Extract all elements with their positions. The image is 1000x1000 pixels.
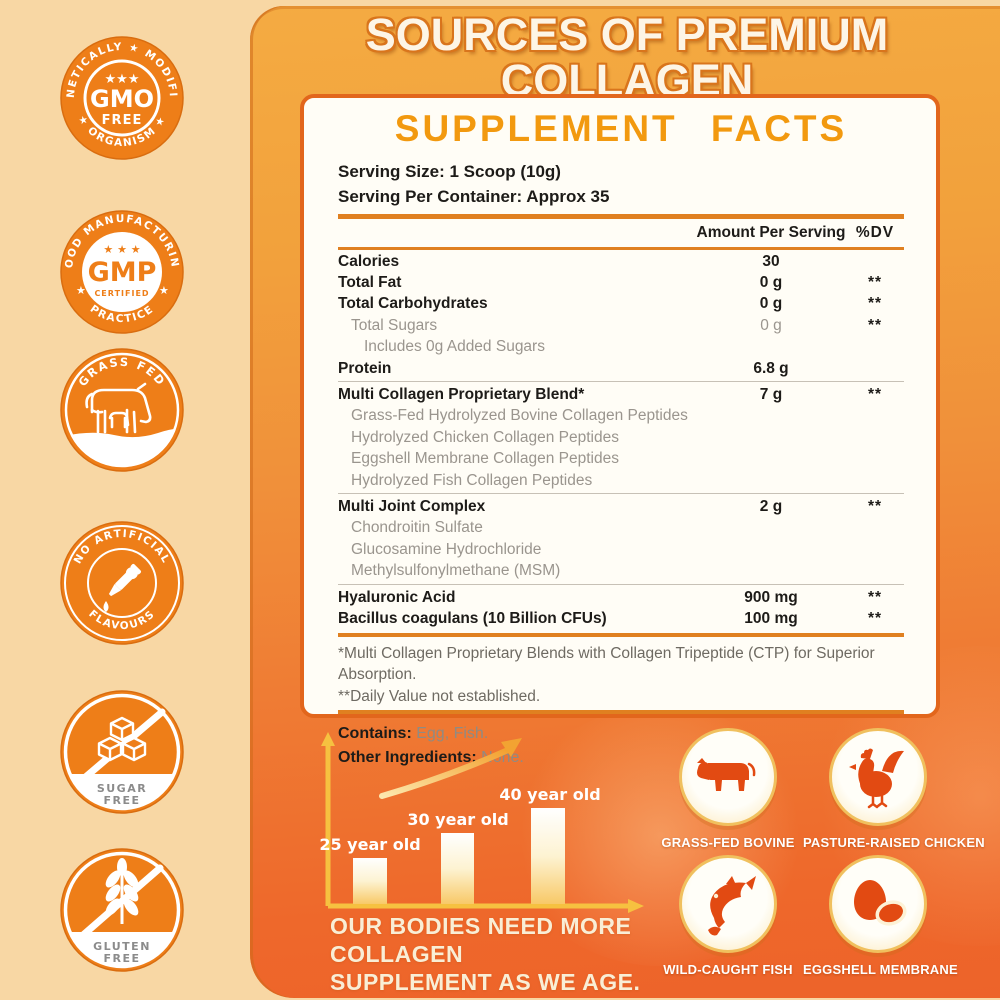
- cow-icon: [697, 758, 756, 791]
- svg-text:SUGAR: SUGAR: [97, 782, 147, 795]
- source-label: WILD-CAUGHT FISH: [663, 962, 793, 977]
- eggs-icon: [854, 880, 907, 926]
- divider: [338, 710, 904, 715]
- svg-text:FREE: FREE: [102, 113, 143, 128]
- svg-text:GMO: GMO: [90, 85, 154, 113]
- svg-text:GMP: GMP: [88, 257, 157, 288]
- svg-text:GLUTEN: GLUTEN: [93, 940, 151, 953]
- y-axis-arrow: [321, 732, 335, 746]
- source-label: GRASS-FED BOVINE: [661, 835, 795, 850]
- chart-bar-40: [531, 808, 565, 904]
- gluten-free-badge: GLUTEN FREE: [60, 848, 184, 972]
- divider: [338, 632, 904, 637]
- supplement-facts-panel: SUPPLEMENT FACTS Serving Size: 1 Scoop (…: [300, 94, 940, 766]
- gmp-certified-badge: GOOD MANUFACTURING PRACTICE ★ ★ ★ ★ ★ GM…: [60, 210, 184, 334]
- bar-label-30: 30 year old: [407, 810, 508, 829]
- bar-label-25: 25 year old: [319, 835, 420, 854]
- serving-size: Serving Size: 1 Scoop (10g): [338, 162, 561, 181]
- chart-caption: OUR BODIES NEED MORE COLLAGEN SUPPLEMENT…: [330, 913, 641, 996]
- svg-text:FREE: FREE: [103, 952, 140, 965]
- grass-fed-cow-icon: GRASS FED: [60, 348, 184, 472]
- footnotes: *Multi Collagen Proprietary Blends with …: [338, 640, 904, 708]
- facts-row-bovine-peptides: Grass-Fed Hydrolyzed Bovine Collagen Pep…: [351, 407, 688, 425]
- divider: [338, 493, 904, 495]
- facts-table-header: Amount Per Serving %DV: [338, 221, 904, 245]
- svg-text:★★★: ★★★: [105, 72, 140, 87]
- source-pasture-raised-chicken: PASTURE-RAISED CHICKEN: [803, 728, 985, 850]
- sugar-cubes-icon: SUGAR FREE: [60, 690, 184, 814]
- chart-bar-30: [441, 833, 474, 904]
- facts-row-chondroitin: Chondroitin Sulfate: [351, 519, 483, 537]
- fish-icon: [708, 876, 756, 936]
- facts-row-multi-joint-complex: Multi Joint Complex 2 g **: [338, 497, 883, 515]
- bar-label-40: 40 year old: [499, 785, 600, 804]
- svg-text:CERTIFIED: CERTIFIED: [94, 289, 149, 298]
- facts-row-eggshell-peptides: Eggshell Membrane Collagen Peptides: [351, 450, 619, 468]
- other-ingredients-line: Other Ingredients: None.: [338, 749, 524, 767]
- facts-row-total-carbohydrates: Total Carbohydrates 0 g **: [338, 295, 883, 313]
- dropper-icon: NO ARTIFICIAL FLAVOURS: [60, 521, 184, 645]
- chart-bar-25: [353, 858, 387, 904]
- dv-header: %DV: [855, 224, 895, 241]
- source-wild-caught-fish: WILD-CAUGHT FISH: [653, 855, 803, 977]
- gmp-certified-icon: GOOD MANUFACTURING PRACTICE ★ ★ ★ ★ ★ GM…: [60, 210, 184, 334]
- facts-row-fish-peptides: Hydrolyzed Fish Collagen Peptides: [351, 471, 593, 489]
- svg-text:★: ★: [76, 284, 86, 297]
- source-label: PASTURE-RAISED CHICKEN: [803, 835, 985, 850]
- facts-row-multi-collagen-blend: Multi Collagen Proprietary Blend* 7 g **: [338, 386, 883, 404]
- serving-per-container: Serving Per Container: Approx 35: [338, 187, 610, 206]
- facts-row-hyaluronic-acid: Hyaluronic Acid 900 mg **: [338, 588, 883, 606]
- facts-row-chicken-peptides: Hydrolyzed Chicken Collagen Peptides: [351, 428, 619, 446]
- sugar-free-badge: SUGAR FREE: [60, 690, 184, 814]
- facts-row-protein: Protein 6.8 g: [338, 359, 789, 377]
- amount-per-serving-header: Amount Per Serving: [696, 224, 846, 241]
- facts-row-total-sugars: Total Sugars 0 g **: [351, 316, 883, 334]
- divider: [338, 381, 904, 383]
- facts-row-glucosamine: Glucosamine Hydrochloride: [351, 540, 542, 558]
- svg-text:FREE: FREE: [103, 794, 140, 807]
- contains-line: Contains: Egg, Fish.: [338, 725, 489, 743]
- facts-row-msm: Methylsulfonylmethane (MSM): [351, 562, 561, 580]
- age-collagen-chart: 25 year old 30 year old 40 year old: [319, 732, 644, 913]
- svg-text:★: ★: [159, 284, 169, 297]
- facts-row-added-sugars: Includes 0g Added Sugars: [364, 338, 545, 356]
- divider: [338, 247, 904, 250]
- facts-title: SUPPLEMENT FACTS: [394, 108, 848, 149]
- divider: [338, 583, 904, 585]
- facts-row-total-fat: Total Fat 0 g **: [338, 274, 883, 292]
- grass-fed-badge: GRASS FED: [60, 348, 184, 472]
- source-grass-fed-bovine: GRASS-FED BOVINE: [653, 728, 803, 850]
- trend-arrow: [379, 747, 511, 799]
- hen-icon: [849, 748, 904, 809]
- facts-row-bacillus-coagulans: Bacillus coagulans (10 Billion CFUs) 100 …: [338, 609, 883, 627]
- wheat-icon: GLUTEN FREE: [60, 848, 184, 972]
- divider: [338, 214, 904, 219]
- header-title-line1: SOURCES OF PREMIUM COLLAGEN: [365, 9, 889, 106]
- source-label: EGGSHELL MEMBRANE: [803, 962, 958, 977]
- gmo-free-icon: GENETICALLY ★ MODIFIED ★ ORGANISM ★ ★★★ …: [60, 36, 184, 160]
- no-artificial-flavours-badge: NO ARTIFICIAL FLAVOURS: [60, 521, 184, 645]
- gmo-free-badge: GENETICALLY ★ MODIFIED ★ ORGANISM ★ ★★★ …: [60, 36, 184, 160]
- footnote-blend: *Multi Collagen Proprietary Blends with …: [338, 644, 875, 684]
- footnote-dv: **Daily Value not established.: [338, 687, 541, 705]
- allergen-block: Contains: Egg, Fish. Other Ingredients: …: [338, 717, 904, 770]
- svg-text:★ ★ ★: ★ ★ ★: [103, 243, 140, 256]
- x-axis-arrow: [628, 899, 644, 913]
- facts-row-calories: Calories 30: [338, 252, 780, 270]
- trend-arrow-head: [501, 738, 522, 757]
- source-eggshell-membrane: EGGSHELL MEMBRANE: [803, 855, 958, 977]
